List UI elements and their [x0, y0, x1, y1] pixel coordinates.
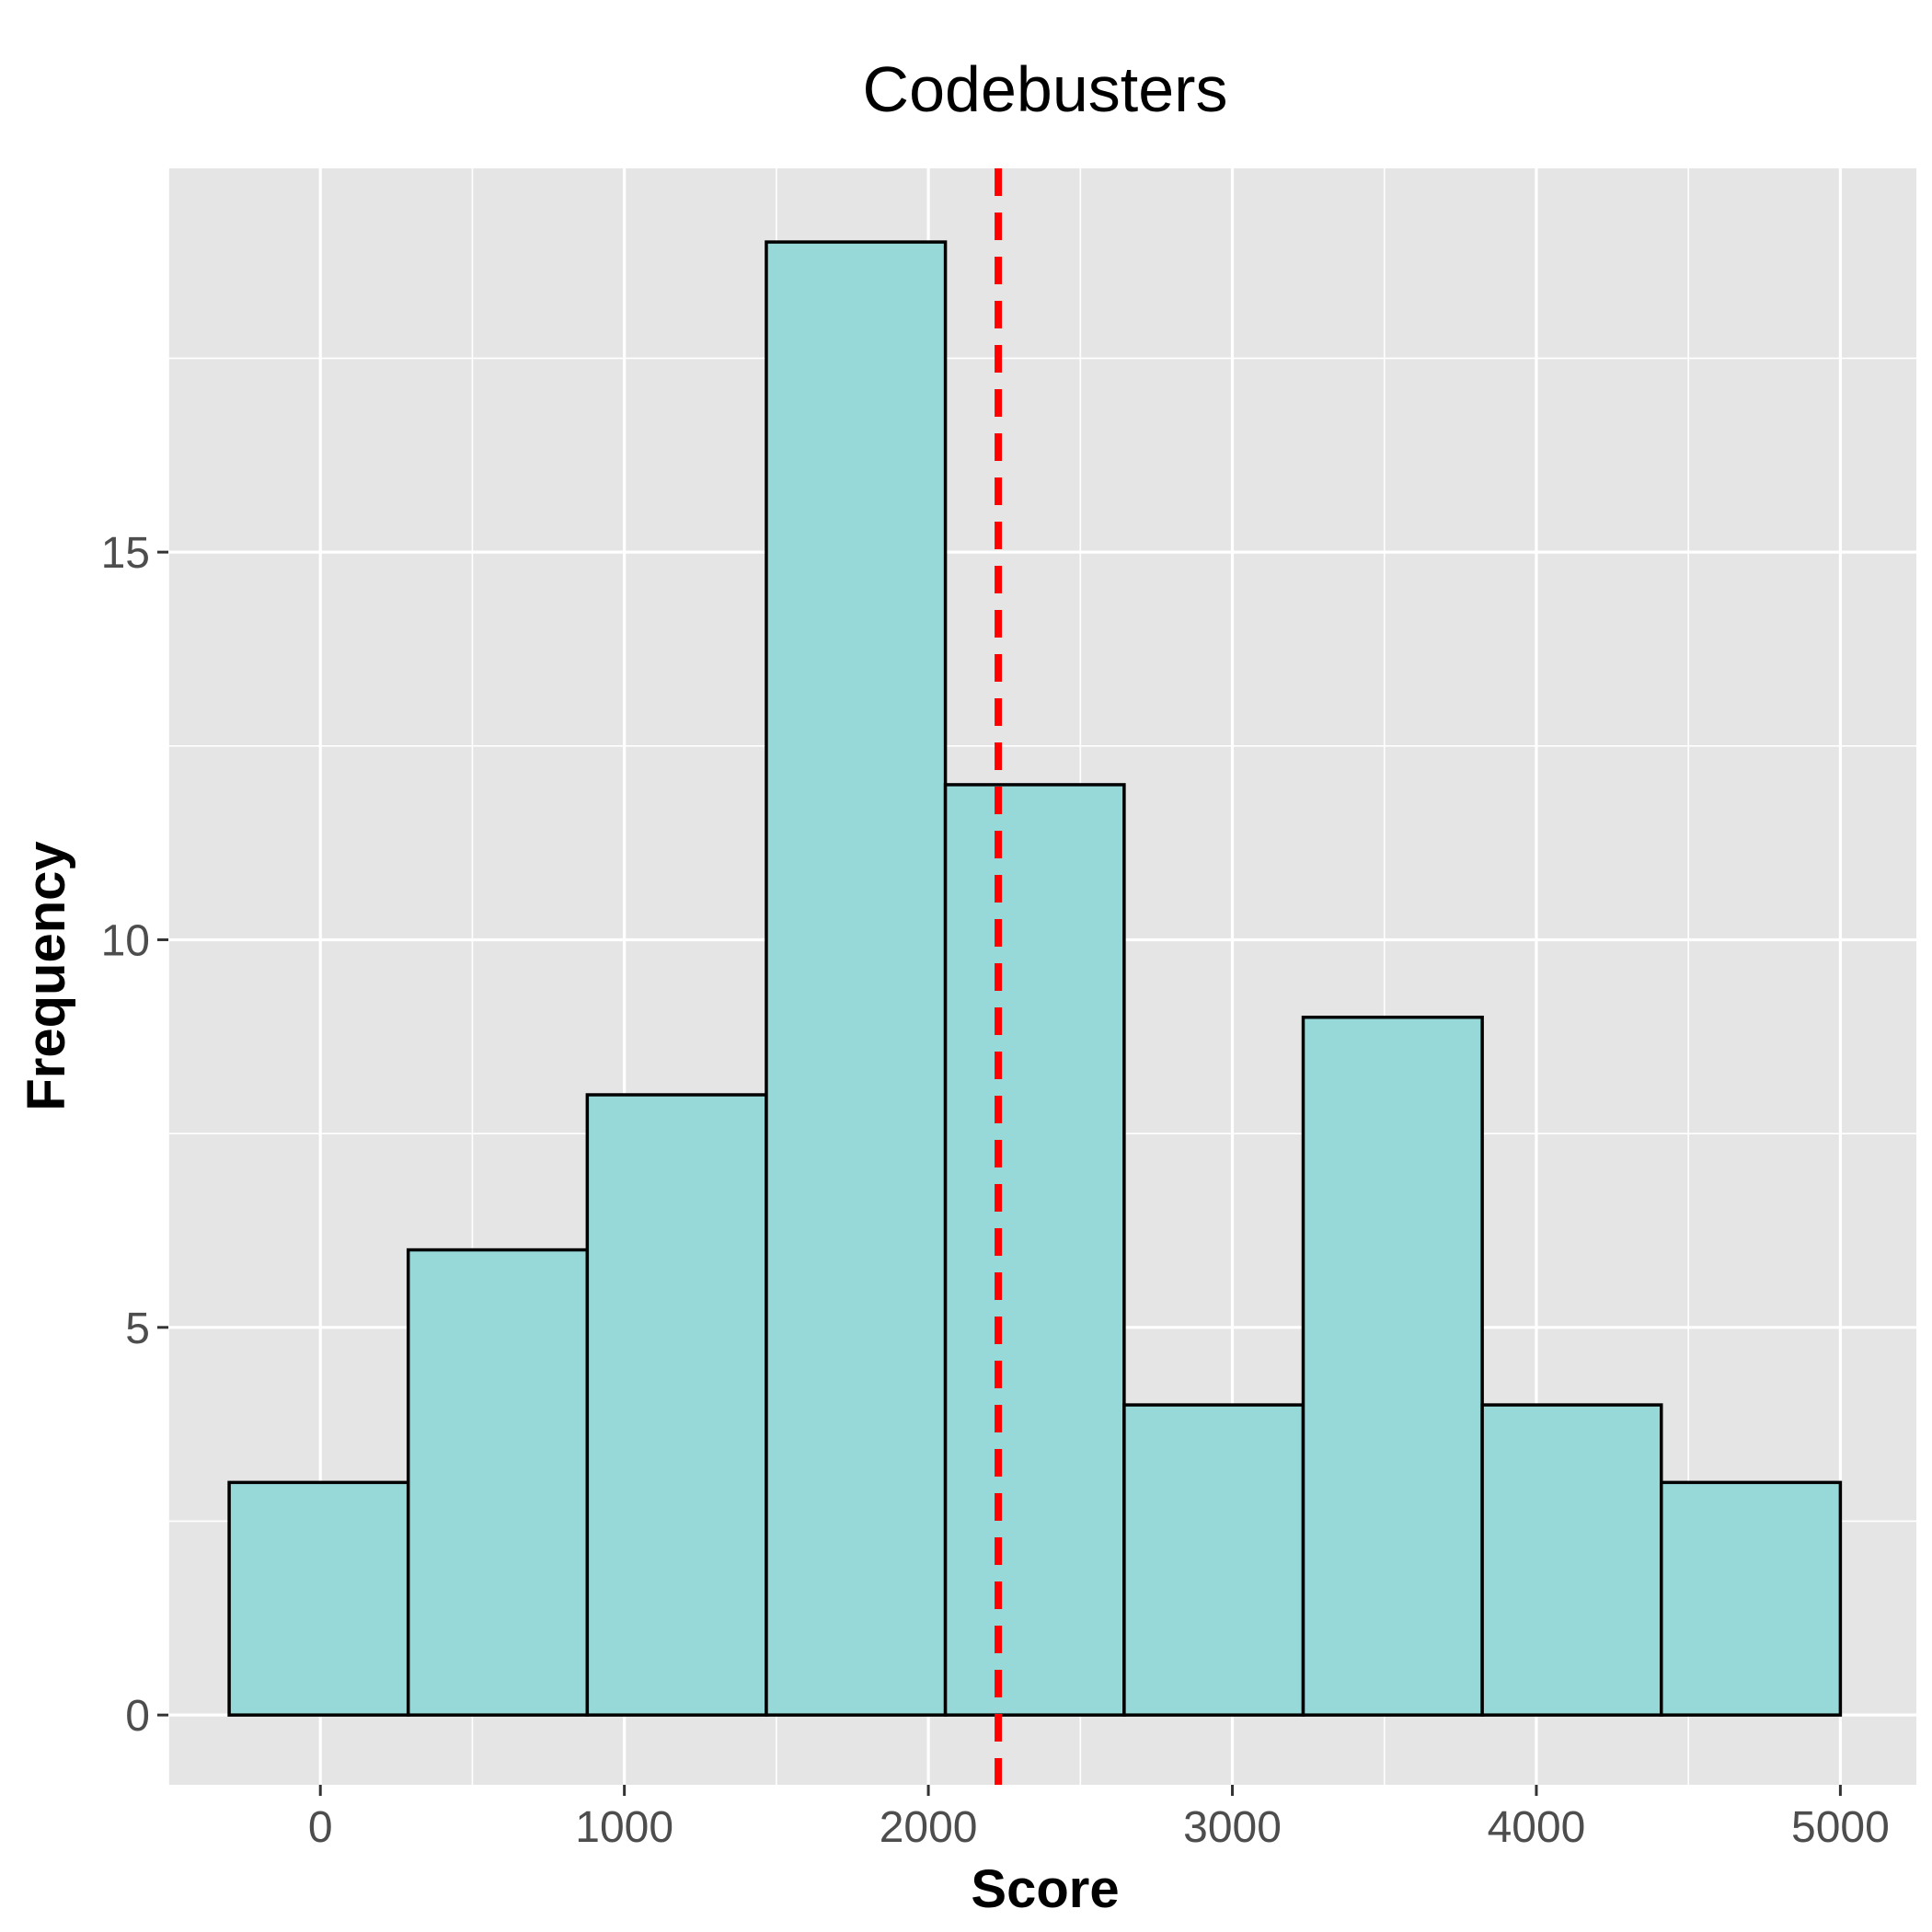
x-axis-title: Score: [971, 1859, 1119, 1919]
histogram-bar: [1122, 1403, 1305, 1717]
histogram-bar: [1480, 1403, 1663, 1717]
histogram-bar: [943, 783, 1126, 1717]
x-tick-label: 0: [308, 1803, 333, 1852]
x-tick-label: 4000: [1488, 1803, 1586, 1852]
histogram-bar: [765, 240, 948, 1717]
histogram-bars: [227, 240, 1843, 1717]
x-tick-label: 2000: [880, 1803, 978, 1852]
histogram-bar: [406, 1248, 590, 1717]
histogram-bar: [1301, 1015, 1484, 1717]
y-tick-label: 0: [125, 1692, 150, 1741]
histogram-bar: [227, 1480, 410, 1717]
y-axis-ticks: 0 5 10 15: [101, 529, 168, 1741]
x-tick-label: 5000: [1791, 1803, 1890, 1852]
histogram-bar: [585, 1093, 768, 1717]
y-tick-label: 10: [101, 916, 150, 965]
x-tick-label: 1000: [575, 1803, 673, 1852]
y-tick-label: 5: [125, 1305, 150, 1353]
histogram-bar: [1660, 1480, 1843, 1717]
chart-title: Codebusters: [863, 53, 1228, 125]
y-tick-label: 15: [101, 529, 150, 578]
x-axis-ticks: 0 1000 2000 3000 4000 5000: [308, 1785, 1890, 1852]
x-tick-label: 3000: [1183, 1803, 1282, 1852]
y-axis-title: Frequency: [17, 841, 76, 1110]
